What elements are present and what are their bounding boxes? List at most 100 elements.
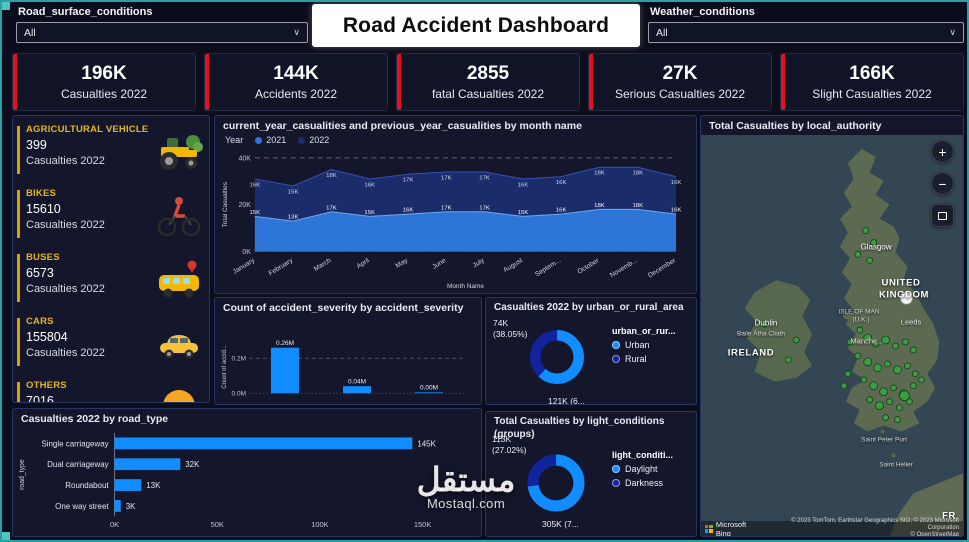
light-conditions-legend: light_conditi... Daylight Darkness [612, 450, 696, 492]
map-zoom-in-button[interactable]: + [931, 140, 954, 163]
svg-text:Roundabout: Roundabout [65, 481, 109, 490]
svg-text:0K: 0K [242, 249, 251, 256]
vehicle-value: 155804 [26, 330, 68, 344]
list-item-cars[interactable]: CARS 155804 Casualties 2022 [13, 311, 209, 375]
vehicle-name: AGRICULTURAL VEHICLE [26, 124, 149, 135]
svg-text:June: June [431, 257, 447, 271]
ireland-landmass [744, 280, 813, 382]
chart-title: Casualties 2022 by road_type [21, 413, 169, 425]
light-conditions-donut-chart[interactable] [519, 446, 593, 520]
svg-text:0.26M: 0.26M [276, 340, 294, 347]
legend-item-urban[interactable]: Urban [612, 340, 696, 350]
legend-title: light_conditi... [612, 450, 673, 460]
vehicle-value: 6573 [26, 266, 54, 280]
map-attribution-bar: Microsoft Bing © 2023 TomTom, Earthstar … [701, 518, 963, 537]
legend-dot-urban [612, 341, 620, 349]
svg-text:16K: 16K [364, 182, 375, 188]
map-graphic [701, 135, 963, 536]
list-item-buses[interactable]: BUSES 6573 Casualties 2022 [13, 247, 209, 311]
severity-bar-chart[interactable]: 0.0M 0.2M 0.26M 0.04M 0.00M Count of accid... [219, 330, 477, 400]
svg-text:3K: 3K [126, 502, 136, 511]
kpi-accidents[interactable]: 144K Accidents 2022 [204, 53, 388, 111]
kpi-slight-casualties[interactable]: 166K Slight Casualties 2022 [780, 53, 964, 111]
kpi-value: 196K [81, 63, 127, 84]
kpi-serious-casualties[interactable]: 27K Serious Casualties 2022 [588, 53, 772, 111]
kpi-label: fatal Casualties 2022 [431, 87, 545, 101]
kpi-value: 27K [662, 63, 698, 84]
svg-text:17K: 17K [479, 175, 490, 181]
svg-text:18K: 18K [632, 171, 643, 177]
urban-rural-donut-chart[interactable] [522, 322, 592, 392]
vehicle-caption: Casualties 2022 [26, 347, 105, 359]
svg-text:Single carriageway: Single carriageway [41, 439, 108, 448]
svg-text:May: May [395, 257, 410, 270]
kpi-label: Accidents 2022 [254, 87, 338, 101]
svg-text:Novemb...: Novemb... [609, 257, 639, 279]
weather-slicer-value: All [656, 26, 668, 39]
vehicle-value: 15610 [26, 202, 61, 216]
monthly-casualties-chart-panel: current_year_casualities and previous_ye… [214, 115, 697, 294]
legend-dot-2022 [298, 136, 306, 144]
map-fit-to-view-button[interactable] [931, 204, 954, 227]
svg-text:October: October [576, 257, 601, 276]
list-item-bikes[interactable]: BIKES 15610 Casualties 2022 [13, 183, 209, 247]
svg-text:16K: 16K [403, 208, 414, 214]
map-copyright: © 2023 TomTom, Earthstar Geographics SIO… [791, 518, 959, 537]
legend-title: urban_or_rur... [612, 326, 676, 336]
donut-label-urban: 121K (6... [548, 396, 585, 405]
svg-text:Septem...: Septem... [534, 257, 562, 278]
legend-item-rural[interactable]: Rural [612, 354, 696, 364]
weather-slicer-dropdown[interactable]: All ∨ [648, 22, 964, 43]
list-item-others[interactable]: OTHERS 7016 Casualties 2022 [13, 375, 209, 403]
svg-text:0.04M: 0.04M [348, 378, 366, 385]
svg-text:32K: 32K [185, 460, 200, 469]
map-canvas[interactable]: Glasgow UNITED KINGDOM ISLE OF MAN (U.K.) Lee… [701, 135, 963, 536]
weather-slicer: Weather_conditions All ∨ [648, 5, 964, 47]
map-label: ISLE OF MAN [838, 308, 880, 316]
map-label: IRELAND [727, 347, 775, 359]
svg-text:17K: 17K [403, 178, 414, 184]
legend-item-2022[interactable]: 2022 [298, 135, 329, 145]
chevron-down-icon: ∨ [949, 27, 956, 37]
svg-text:15K: 15K [364, 210, 375, 216]
local-authority-map-panel: Total Casualties by local_authority Glas… [700, 115, 964, 537]
map-label: Manche... [850, 336, 884, 346]
stacked-area-chart[interactable]: 0K 20K 40K 15K 16K 13K 15K 17K 18K 15K 16K 16K 17K 17… [219, 148, 692, 291]
map-label: Glasgow [860, 242, 892, 252]
svg-text:150K: 150K [414, 520, 431, 529]
road-surface-slicer-value: All [24, 26, 36, 39]
map-label: Saint Helier [879, 461, 913, 469]
legend-dot-2021 [255, 136, 263, 144]
legend-dot-darkness [612, 479, 620, 487]
legend-item-2021[interactable]: 2021 [255, 135, 286, 145]
map-label: Saint Peter Port [861, 436, 907, 444]
svg-text:March: March [313, 257, 333, 273]
bus-icon [155, 258, 203, 302]
svg-text:August: August [502, 257, 524, 274]
kpi-value: 2855 [466, 63, 510, 84]
svg-text:16K: 16K [671, 208, 682, 214]
kpi-fatal-casualties[interactable]: 2855 fatal Casualties 2022 [396, 53, 580, 111]
chevron-down-icon: ∨ [293, 27, 300, 37]
kpi-casualties[interactable]: 196K Casualties 2022 [12, 53, 196, 111]
svg-text:January: January [232, 257, 257, 276]
road-type-bar-chart[interactable]: 0K 50K 100K 150K Single carriageway 145K Dual … [15, 429, 479, 534]
svg-text:July: July [472, 257, 486, 270]
svg-text:16K: 16K [556, 180, 567, 186]
road-surface-slicer-dropdown[interactable]: All ∨ [16, 22, 308, 43]
svg-text:16K: 16K [250, 182, 261, 188]
legend-item-daylight[interactable]: Daylight [612, 464, 696, 474]
kpi-value: 166K [849, 63, 895, 84]
map-label: (U.K.) [852, 316, 870, 324]
map-label: Baile Átha Cliath [736, 330, 786, 338]
list-item-agricultural-vehicle[interactable]: AGRICULTURAL VEHICLE 399 Casualties 2022 [13, 119, 209, 183]
svg-text:Total Casualties: Total Casualties [222, 182, 229, 227]
microsoft-logo-icon [705, 524, 713, 533]
bing-branding: Microsoft Bing [705, 520, 762, 536]
svg-text:Month Name: Month Name [447, 283, 484, 290]
vehicle-value: 7016 [26, 394, 54, 403]
map-zoom-out-button[interactable]: − [931, 172, 954, 195]
legend-item-darkness[interactable]: Darkness [612, 478, 696, 488]
svg-text:18K: 18K [326, 173, 337, 179]
